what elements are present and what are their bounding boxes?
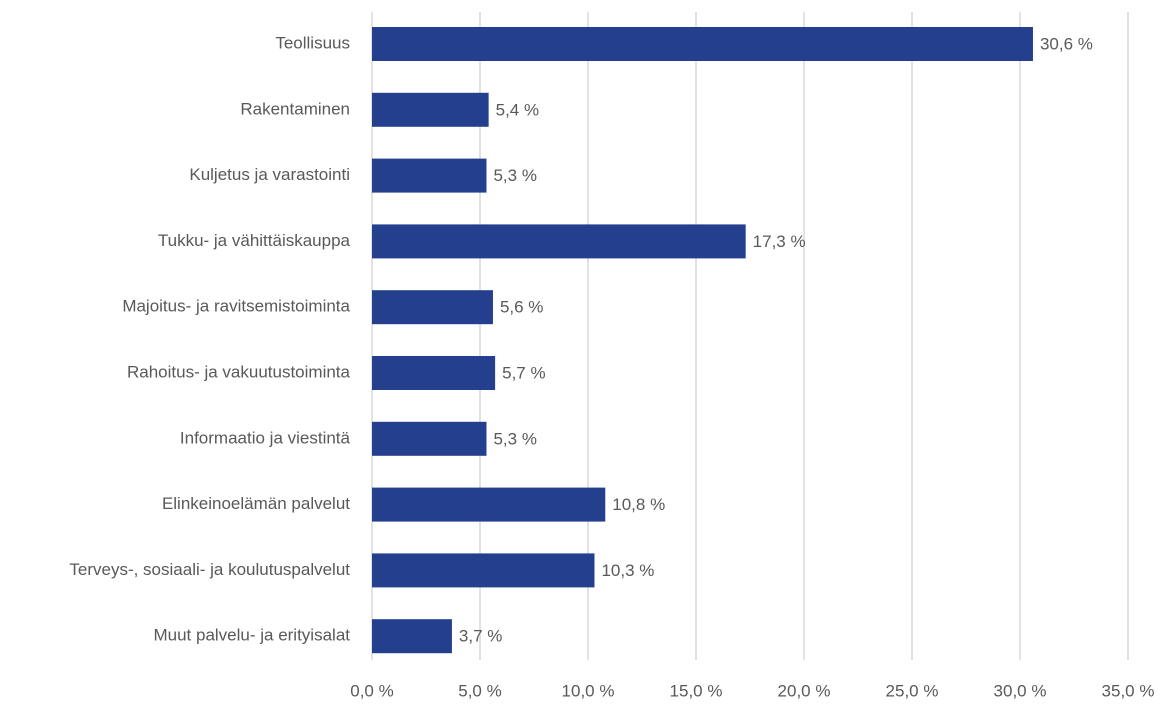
x-tick-label: 0,0 % (350, 681, 393, 700)
value-label: 10,8 % (612, 495, 665, 514)
y-tick-label: Elinkeinoelämän palvelut (162, 494, 350, 513)
x-tick-label: 30,0 % (994, 681, 1047, 700)
value-label: 30,6 % (1040, 34, 1093, 53)
y-tick-label: Tukku- ja vähittäiskauppa (158, 231, 351, 250)
bar (372, 421, 487, 456)
value-label: 5,3 % (493, 166, 536, 185)
x-tick-label: 15,0 % (670, 681, 723, 700)
bar (372, 27, 1033, 61)
value-label: 5,3 % (493, 429, 536, 448)
y-tick-label: Majoitus- ja ravitsemistoiminta (122, 297, 350, 316)
bar (372, 487, 606, 522)
y-tick-label: Rakentaminen (240, 99, 350, 118)
bar (372, 619, 452, 654)
x-tick-label: 35,0 % (1102, 681, 1155, 700)
y-tick-label: Rahoitus- ja vakuutustoiminta (127, 362, 351, 381)
y-tick-label: Muut palvelu- ja erityisalat (153, 626, 350, 645)
bar (372, 553, 595, 588)
y-tick-label: Kuljetus ja varastointi (189, 165, 350, 184)
bar (372, 158, 487, 193)
value-label: 17,3 % (753, 232, 806, 251)
y-tick-label: Informaatio ja viestintä (180, 428, 351, 447)
bar (372, 224, 746, 259)
value-label: 5,6 % (500, 298, 543, 317)
x-tick-label: 20,0 % (778, 681, 831, 700)
y-tick-label: Teollisuus (275, 33, 350, 52)
y-tick-label: Terveys-, sosiaali- ja koulutuspalvelut (69, 560, 350, 579)
x-tick-label: 10,0 % (562, 681, 615, 700)
bar (372, 92, 489, 127)
bar (372, 356, 496, 390)
bar (372, 290, 493, 325)
value-label: 10,3 % (601, 561, 654, 580)
value-label: 3,7 % (459, 627, 502, 646)
x-tick-label: 25,0 % (886, 681, 939, 700)
value-label: 5,4 % (496, 100, 539, 119)
value-label: 5,7 % (502, 363, 545, 382)
x-tick-label: 5,0 % (458, 681, 501, 700)
